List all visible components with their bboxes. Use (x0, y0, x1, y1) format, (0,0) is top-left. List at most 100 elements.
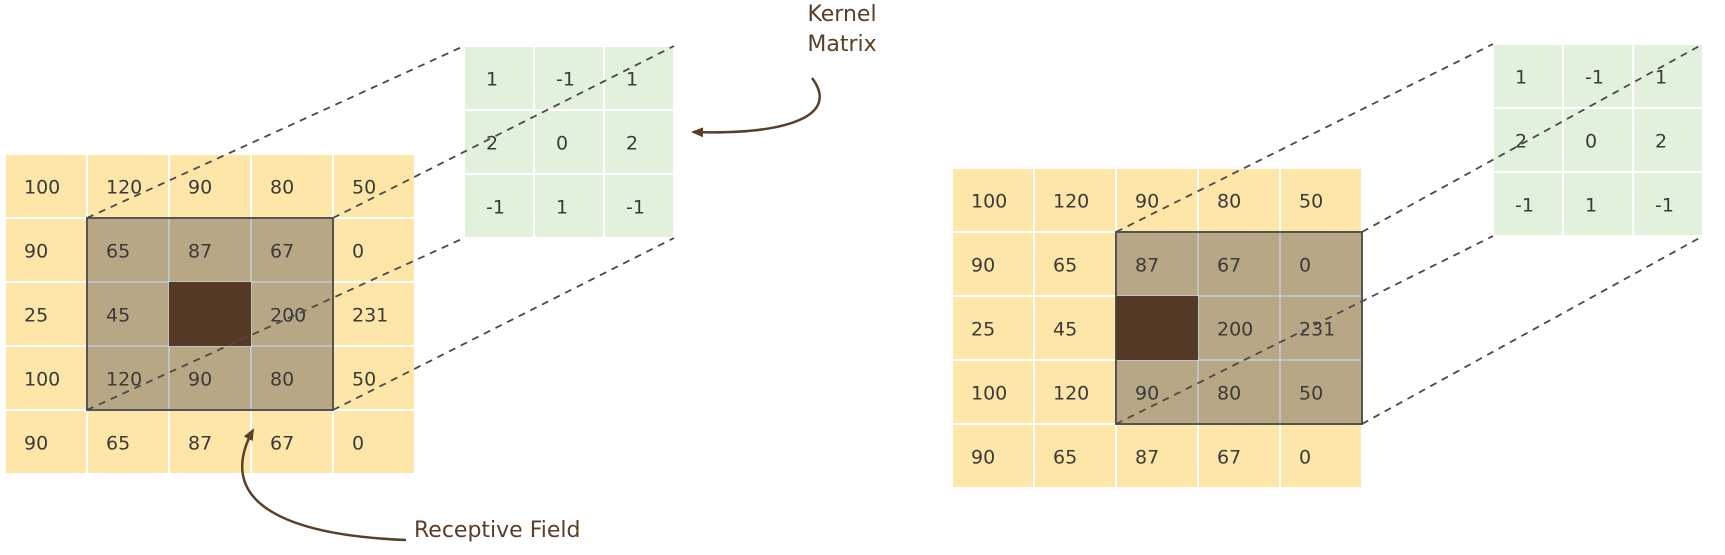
kernel-cell-value: 1 (1515, 67, 1527, 89)
input-cell-value: 87 (188, 241, 212, 263)
projection-line (1115, 43, 1494, 233)
input-cell (1279, 167, 1363, 233)
kernel-label-line-2: Matrix (807, 31, 877, 57)
input-cell-value: 80 (1217, 191, 1241, 213)
input-cell-value: 65 (1053, 255, 1077, 277)
input-cell-value: 0 (1299, 255, 1311, 277)
input-cell-value: 0 (1299, 447, 1311, 469)
kernel-cell (1492, 107, 1564, 173)
input-cell-value: 87 (188, 433, 212, 455)
input-cell-value: 67 (270, 433, 294, 455)
kernel-matrix-label: Kernel Matrix (787, 0, 897, 59)
input-cell-value: 90 (24, 433, 48, 455)
input-cell (1279, 423, 1363, 489)
kernel-cell-value: 0 (1585, 131, 1597, 153)
input-cell-value: 45 (1053, 319, 1077, 341)
input-cell-value: 50 (352, 369, 376, 391)
input-cell (4, 409, 88, 475)
input-cell-value: 67 (1217, 447, 1241, 469)
kernel-cell-value: -1 (486, 197, 505, 219)
kernel-cell-value: 1 (1655, 67, 1667, 89)
input-cell-value: 50 (1299, 383, 1323, 405)
kernel-cell-value: 1 (626, 69, 638, 91)
input-cell-value: 120 (1053, 383, 1089, 405)
input-cell-value: 120 (106, 177, 142, 199)
input-cell-value: 100 (971, 191, 1007, 213)
input-cell-value: 90 (188, 177, 212, 199)
kernel-cell (533, 173, 605, 239)
kernel-cell (463, 109, 535, 175)
projection-line (86, 237, 465, 411)
input-cell (1033, 359, 1117, 425)
input-cell-value: 65 (1053, 447, 1077, 469)
center-pixel (169, 282, 251, 346)
receptive-field-label: Receptive Field (414, 518, 581, 543)
projection-line (1115, 235, 1494, 425)
kernel-cell (463, 45, 535, 111)
kernel-label-line-1: Kernel (807, 2, 877, 27)
input-cell (1115, 167, 1199, 233)
center-pixel (1116, 296, 1198, 360)
kernel-cell-value: 2 (1515, 131, 1527, 153)
input-cell-value: 0 (352, 433, 364, 455)
kernel-cell-value: 1 (1585, 195, 1597, 217)
kernel-cell-value: 1 (556, 197, 568, 219)
kernel-cell (1562, 107, 1634, 173)
input-cell-value: 90 (24, 241, 48, 263)
input-cell (1197, 423, 1281, 489)
input-cell-value: 87 (1135, 255, 1159, 277)
kernel-cell-value: 2 (1655, 131, 1667, 153)
input-cell (332, 217, 416, 283)
kernel-cell (1632, 43, 1704, 109)
input-cell-value: 90 (1135, 383, 1159, 405)
input-cell-value: 120 (106, 369, 142, 391)
input-cell-value: 0 (352, 241, 364, 263)
kernel-cell (533, 109, 605, 175)
input-cell-value: 25 (24, 305, 48, 327)
input-cell (332, 345, 416, 411)
input-cell-value: 200 (1217, 319, 1253, 341)
input-cell (4, 281, 88, 347)
input-cell (86, 153, 170, 219)
kernel-cell (1492, 43, 1564, 109)
projection-line (1361, 235, 1704, 425)
kernel-cell-value: -1 (1655, 195, 1674, 217)
input-cell (951, 423, 1035, 489)
input-cell (1033, 295, 1117, 361)
input-cell-value: 45 (106, 305, 130, 327)
kernel-cell-value: -1 (1585, 67, 1604, 89)
receptive-field-arrow (241, 428, 407, 542)
input-cell-value: 231 (352, 305, 388, 327)
input-cell (250, 409, 334, 475)
input-cell-value: 67 (270, 241, 294, 263)
projection-line (86, 45, 465, 219)
input-cell-value: 120 (1053, 191, 1089, 213)
input-cell-value: 90 (971, 447, 995, 469)
input-cell-value: 100 (971, 383, 1007, 405)
input-cell (4, 153, 88, 219)
projection-line (332, 45, 675, 219)
input-cell-value: 25 (971, 319, 995, 341)
input-cell-value: 80 (1217, 383, 1241, 405)
kernel-cell-value: -1 (556, 69, 575, 91)
input-cell-value: 90 (971, 255, 995, 277)
input-cell-value: 100 (24, 177, 60, 199)
kernel-cell-value: 2 (486, 133, 498, 155)
input-cell (1197, 167, 1281, 233)
input-cell-value: 80 (270, 369, 294, 391)
kernel-cell-value: 2 (626, 133, 638, 155)
input-cell (332, 409, 416, 475)
kernel-cell (1632, 171, 1704, 237)
input-cell-value: 65 (106, 241, 130, 263)
input-cell-value: 100 (24, 369, 60, 391)
receptive-field-border (86, 217, 334, 411)
input-cell-value: 90 (1135, 191, 1159, 213)
input-cell (4, 217, 88, 283)
input-cell-value: 50 (352, 177, 376, 199)
input-cell (1033, 423, 1117, 489)
kernel-arrow (691, 77, 821, 138)
input-cell-value: 87 (1135, 447, 1159, 469)
